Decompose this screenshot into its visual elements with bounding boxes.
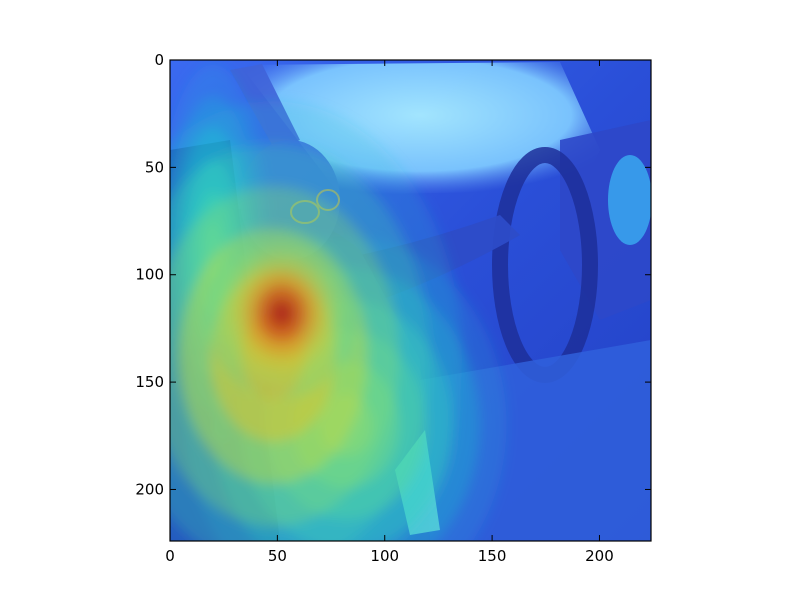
y-tick-label: 50 xyxy=(145,158,164,176)
y-tick-label: 100 xyxy=(135,266,164,284)
attention-overlay xyxy=(170,64,507,541)
x-tick-label: 50 xyxy=(268,547,287,565)
y-axis: 0 50 100 150 200 xyxy=(135,51,651,498)
y-tick-label: 150 xyxy=(135,373,164,391)
x-axis: 0 50 100 150 200 xyxy=(165,60,614,565)
x-tick-label: 200 xyxy=(585,547,614,565)
x-tick-label: 100 xyxy=(370,547,399,565)
heat-blob xyxy=(269,299,295,328)
instrument-cluster xyxy=(608,155,651,245)
x-tick-label: 150 xyxy=(478,547,507,565)
axes-frame xyxy=(169,59,652,542)
y-tick-label: 0 xyxy=(154,51,164,69)
heatmap-image xyxy=(170,60,651,541)
x-tick-label: 0 xyxy=(165,547,175,565)
y-tick-label: 200 xyxy=(135,480,164,498)
